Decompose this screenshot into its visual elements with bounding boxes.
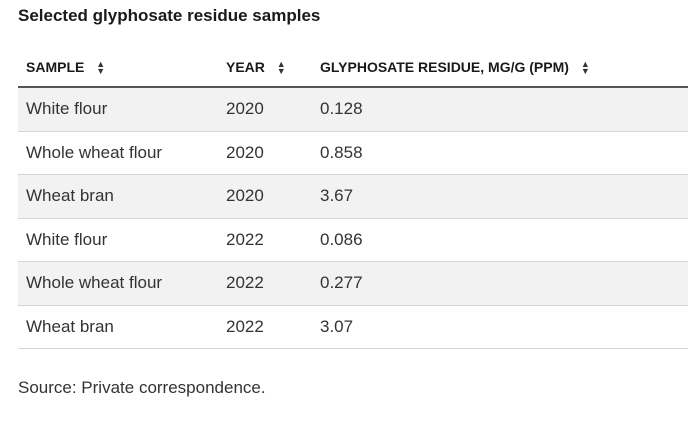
sample-cell: Wheat bran (18, 174, 218, 219)
table-title: Selected glyphosate residue samples (18, 6, 321, 25)
sample-cell: Wheat bran (18, 305, 218, 349)
table-row: White flour 2022 0.086 (18, 218, 688, 262)
table-row: Whole wheat flour 2020 0.858 (18, 131, 688, 175)
table-row: Whole wheat flour 2022 0.277 (18, 261, 688, 306)
residue-cell: 3.07 (312, 305, 688, 349)
residue-header-label: GLYPHOSATE RESIDUE, MG/G (PPM) (320, 58, 569, 75)
year-cell: 2022 (218, 218, 312, 262)
sort-icon[interactable]: ▲ ▼ (580, 59, 590, 77)
year-cell: 2020 (218, 87, 312, 132)
year-cell: 2020 (218, 174, 312, 219)
residue-cell: 0.277 (312, 261, 688, 306)
table-row: Wheat bran 2022 3.07 (18, 305, 688, 349)
year-column-header[interactable]: YEAR ▲ ▼ (218, 48, 312, 88)
header-row: SAMPLE ▲ ▼ YEAR ▲ ▼ GLYPHOSATE RESIDUE, MG… (18, 48, 688, 88)
table-row: White flour 2020 0.128 (18, 87, 688, 132)
table-row: Wheat bran 2020 3.67 (18, 174, 688, 219)
sample-cell: Whole wheat flour (18, 131, 218, 175)
residue-cell: 0.086 (312, 218, 688, 262)
year-cell: 2022 (218, 305, 312, 349)
residue-column-header[interactable]: GLYPHOSATE RESIDUE, MG/G (PPM) ▲ ▼ (312, 48, 688, 88)
year-header-label: YEAR (226, 58, 265, 75)
sort-icon[interactable]: ▲ ▼ (96, 59, 106, 77)
year-cell: 2020 (218, 131, 312, 175)
sample-header-label: SAMPLE (26, 58, 85, 75)
source-note: Source: Private correspondence. (18, 378, 266, 397)
residue-cell: 0.858 (312, 131, 688, 175)
sort-icon[interactable]: ▲ ▼ (276, 59, 286, 77)
sample-column-header[interactable]: SAMPLE ▲ ▼ (18, 48, 218, 88)
year-cell: 2022 (218, 261, 312, 306)
sample-cell: White flour (18, 87, 218, 132)
residue-cell: 3.67 (312, 174, 688, 219)
sample-cell: White flour (18, 218, 218, 262)
sample-cell: Whole wheat flour (18, 261, 218, 306)
residue-cell: 0.128 (312, 87, 688, 132)
residue-table: SAMPLE ▲ ▼ YEAR ▲ ▼ GLYPHOSATE RESIDUE, MG… (18, 48, 688, 349)
